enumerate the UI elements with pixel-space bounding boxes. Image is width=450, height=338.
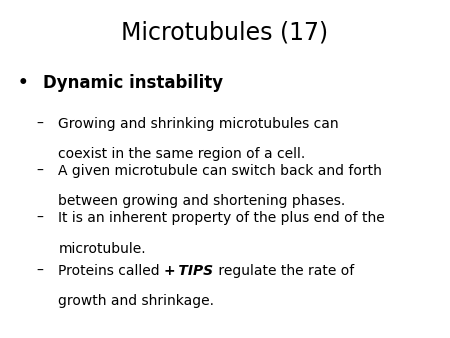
Text: coexist in the same region of a cell.: coexist in the same region of a cell.: [58, 147, 306, 161]
Text: growth and shrinkage.: growth and shrinkage.: [58, 294, 215, 308]
Text: microtubule.: microtubule.: [58, 242, 146, 256]
Text: + TIPS: + TIPS: [165, 264, 214, 277]
Text: –: –: [36, 117, 43, 130]
Text: regulate the rate of: regulate the rate of: [214, 264, 354, 277]
Text: Proteins called: Proteins called: [58, 264, 165, 277]
Text: It is an inherent property of the plus end of the: It is an inherent property of the plus e…: [58, 211, 385, 225]
Text: Dynamic instability: Dynamic instability: [43, 74, 223, 92]
Text: •: •: [18, 74, 29, 92]
Text: Growing and shrinking microtubules can: Growing and shrinking microtubules can: [58, 117, 339, 130]
Text: –: –: [36, 164, 43, 178]
Text: –: –: [36, 264, 43, 277]
Text: between growing and shortening phases.: between growing and shortening phases.: [58, 194, 346, 208]
Text: Microtubules (17): Microtubules (17): [122, 20, 328, 44]
Text: –: –: [36, 211, 43, 225]
Text: A given microtubule can switch back and forth: A given microtubule can switch back and …: [58, 164, 382, 178]
